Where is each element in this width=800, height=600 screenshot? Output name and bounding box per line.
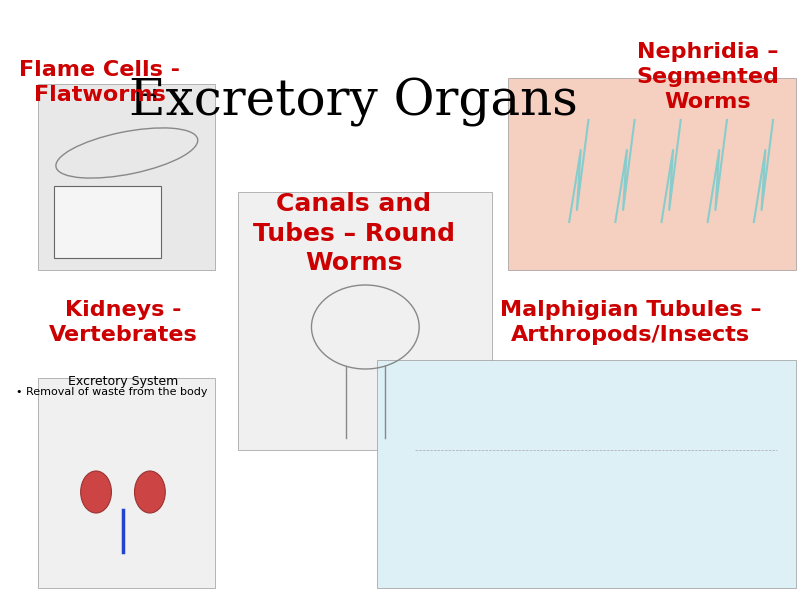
FancyBboxPatch shape — [38, 378, 215, 588]
FancyBboxPatch shape — [508, 78, 796, 270]
Ellipse shape — [81, 471, 111, 513]
Text: • Removal of waste from the body: • Removal of waste from the body — [16, 387, 207, 397]
Text: Excretory System: Excretory System — [68, 375, 178, 388]
Text: Nephridia –
Segmented
Worms: Nephridia – Segmented Worms — [636, 42, 779, 112]
Text: Canals and
Tubes – Round
Worms: Canals and Tubes – Round Worms — [253, 192, 454, 275]
Text: Kidneys -
Vertebrates: Kidneys - Vertebrates — [49, 300, 198, 345]
FancyBboxPatch shape — [38, 84, 215, 270]
FancyBboxPatch shape — [238, 192, 492, 450]
Bar — [54, 186, 162, 258]
Text: Malphigian Tubules –
Arthropods/Insects: Malphigian Tubules – Arthropods/Insects — [500, 300, 762, 345]
Ellipse shape — [134, 471, 166, 513]
Text: Flame Cells -
Flatworms: Flame Cells - Flatworms — [19, 60, 180, 105]
FancyBboxPatch shape — [377, 360, 796, 588]
Text: Excretory Organs: Excretory Organs — [130, 78, 578, 127]
